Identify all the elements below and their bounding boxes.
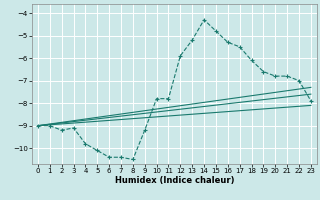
- X-axis label: Humidex (Indice chaleur): Humidex (Indice chaleur): [115, 176, 234, 185]
